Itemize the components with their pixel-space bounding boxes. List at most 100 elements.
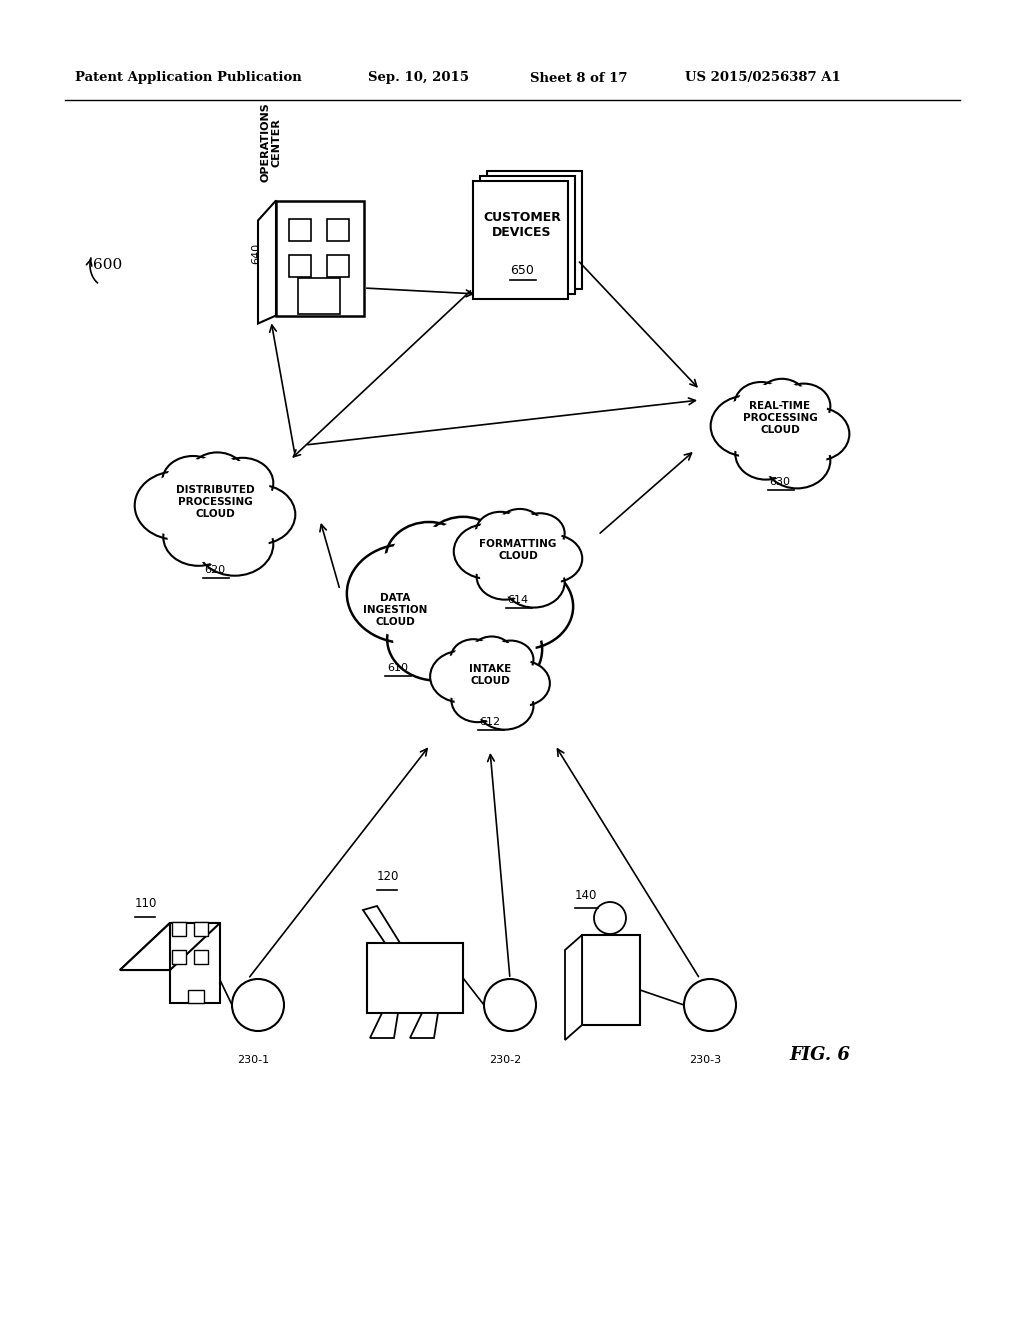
Ellipse shape bbox=[760, 381, 804, 418]
Text: 230-2: 230-2 bbox=[488, 1055, 521, 1065]
Text: 120: 120 bbox=[377, 870, 399, 883]
Ellipse shape bbox=[354, 550, 458, 638]
Ellipse shape bbox=[454, 649, 526, 710]
Ellipse shape bbox=[227, 488, 291, 541]
Ellipse shape bbox=[160, 465, 270, 554]
Bar bbox=[289, 219, 311, 242]
Polygon shape bbox=[362, 906, 400, 942]
Text: Patent Application Publication: Patent Application Publication bbox=[75, 71, 302, 84]
Ellipse shape bbox=[212, 458, 273, 508]
Bar bbox=[170, 923, 220, 1003]
Text: FIG. 6: FIG. 6 bbox=[790, 1045, 851, 1064]
Circle shape bbox=[484, 979, 536, 1031]
Ellipse shape bbox=[387, 598, 486, 681]
Ellipse shape bbox=[451, 639, 497, 677]
Bar bbox=[327, 255, 349, 277]
Ellipse shape bbox=[791, 411, 846, 457]
Text: 612: 612 bbox=[479, 717, 501, 727]
Text: 610: 610 bbox=[387, 663, 409, 673]
Ellipse shape bbox=[527, 537, 579, 579]
Ellipse shape bbox=[440, 610, 536, 689]
Text: 230-1: 230-1 bbox=[237, 1055, 269, 1065]
Bar bbox=[582, 935, 640, 1026]
Ellipse shape bbox=[430, 651, 493, 702]
Ellipse shape bbox=[473, 639, 510, 669]
Ellipse shape bbox=[166, 459, 220, 503]
Ellipse shape bbox=[739, 432, 793, 477]
Ellipse shape bbox=[162, 455, 224, 507]
Text: Sheet 8 of 17: Sheet 8 of 17 bbox=[530, 71, 628, 84]
Ellipse shape bbox=[777, 384, 830, 429]
Ellipse shape bbox=[780, 387, 827, 426]
Text: 630: 630 bbox=[769, 477, 791, 487]
Ellipse shape bbox=[393, 602, 480, 676]
Text: CUSTOMER
DEVICES: CUSTOMER DEVICES bbox=[483, 211, 561, 239]
Text: REAL-TIME
PROCESSING
CLOUD: REAL-TIME PROCESSING CLOUD bbox=[742, 401, 817, 434]
Ellipse shape bbox=[476, 553, 532, 599]
Ellipse shape bbox=[524, 535, 583, 582]
Ellipse shape bbox=[497, 510, 543, 546]
Ellipse shape bbox=[487, 640, 534, 678]
Ellipse shape bbox=[452, 678, 504, 722]
Ellipse shape bbox=[490, 643, 530, 676]
Bar bbox=[472, 181, 567, 300]
Bar bbox=[289, 255, 311, 277]
Bar bbox=[298, 277, 340, 314]
Ellipse shape bbox=[738, 395, 822, 465]
Ellipse shape bbox=[433, 605, 542, 694]
Text: 110: 110 bbox=[135, 898, 158, 909]
Ellipse shape bbox=[768, 436, 826, 484]
Ellipse shape bbox=[454, 524, 520, 578]
Ellipse shape bbox=[479, 523, 557, 586]
Ellipse shape bbox=[499, 664, 547, 704]
Ellipse shape bbox=[392, 543, 528, 657]
Ellipse shape bbox=[786, 408, 849, 461]
Polygon shape bbox=[258, 201, 276, 323]
Ellipse shape bbox=[735, 429, 796, 479]
Polygon shape bbox=[370, 1012, 398, 1038]
Ellipse shape bbox=[423, 517, 504, 585]
Bar bbox=[367, 942, 463, 1012]
Ellipse shape bbox=[201, 516, 268, 572]
Ellipse shape bbox=[715, 399, 778, 453]
Ellipse shape bbox=[135, 471, 218, 540]
Text: OPERATIONS
CENTER: OPERATIONS CENTER bbox=[260, 103, 282, 182]
Text: DATA
INGESTION
CLOUD: DATA INGESTION CLOUD bbox=[362, 594, 427, 627]
Ellipse shape bbox=[480, 556, 529, 597]
Ellipse shape bbox=[476, 512, 525, 552]
Polygon shape bbox=[120, 923, 170, 970]
Ellipse shape bbox=[455, 681, 501, 719]
Ellipse shape bbox=[477, 569, 567, 644]
Bar bbox=[194, 950, 208, 964]
Text: 614: 614 bbox=[508, 595, 528, 605]
Bar bbox=[479, 176, 574, 294]
Ellipse shape bbox=[193, 455, 243, 496]
Ellipse shape bbox=[383, 535, 538, 665]
Ellipse shape bbox=[139, 475, 213, 536]
Ellipse shape bbox=[197, 512, 273, 576]
Ellipse shape bbox=[458, 527, 517, 576]
Ellipse shape bbox=[215, 461, 269, 506]
Ellipse shape bbox=[391, 527, 467, 590]
Bar bbox=[188, 990, 204, 1003]
Ellipse shape bbox=[496, 661, 550, 706]
Ellipse shape bbox=[167, 470, 263, 549]
Text: 140: 140 bbox=[575, 888, 597, 902]
Bar bbox=[276, 201, 364, 315]
Polygon shape bbox=[565, 935, 582, 1040]
Ellipse shape bbox=[222, 484, 295, 544]
Circle shape bbox=[594, 902, 626, 935]
Bar bbox=[327, 219, 349, 242]
Ellipse shape bbox=[471, 564, 573, 649]
Ellipse shape bbox=[168, 512, 229, 562]
Ellipse shape bbox=[386, 521, 472, 595]
Ellipse shape bbox=[470, 636, 513, 672]
Ellipse shape bbox=[507, 560, 561, 605]
Ellipse shape bbox=[503, 557, 564, 607]
Bar bbox=[172, 950, 186, 964]
Ellipse shape bbox=[454, 642, 494, 675]
Ellipse shape bbox=[711, 396, 783, 457]
Ellipse shape bbox=[163, 508, 233, 566]
Ellipse shape bbox=[734, 381, 787, 426]
Text: DISTRIBUTED
PROCESSING
CLOUD: DISTRIBUTED PROCESSING CLOUD bbox=[176, 486, 254, 519]
